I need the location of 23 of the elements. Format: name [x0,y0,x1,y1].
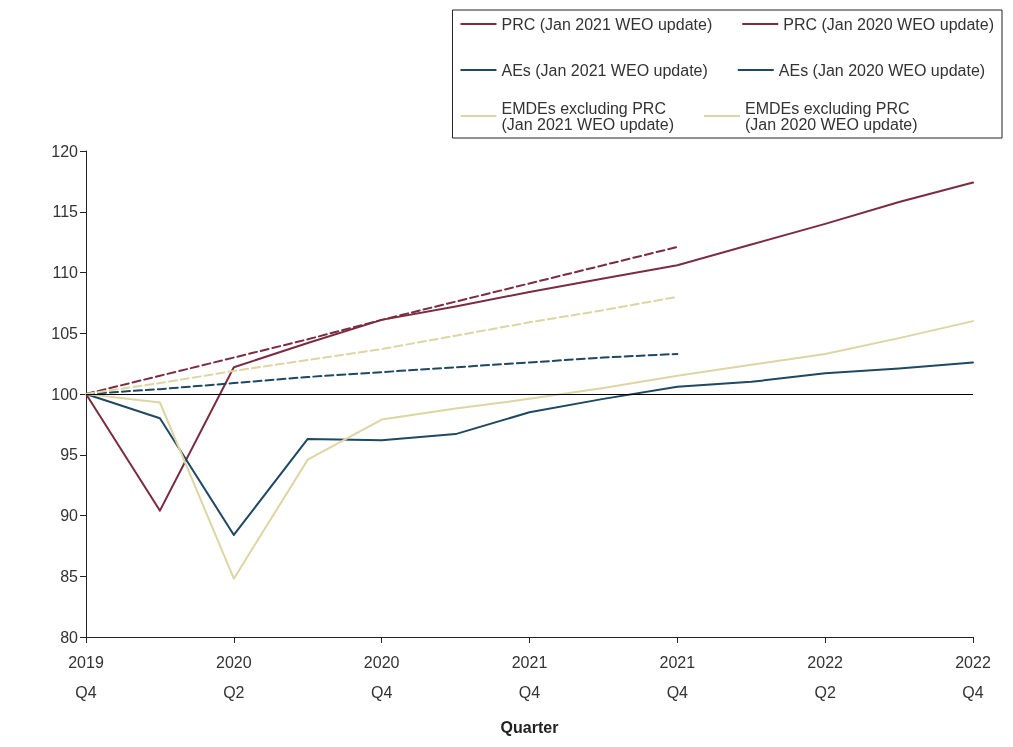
y-tick-label: 115 [52,203,79,221]
legend-label: PRC (Jan 2020 WEO update) [783,15,994,33]
y-tick-label: 85 [60,567,79,585]
y-tick-label: 100 [51,385,79,403]
legend-label: EMDEs excluding PRC (Jan 2021 WEO update) [501,99,675,133]
legend-label: EMDEs excluding PRC (Jan 2020 WEO update) [745,99,918,133]
x-axis-title: Quarter [500,718,559,736]
y-tick-label: 110 [52,264,79,281]
y-tick-label: 95 [60,446,79,464]
x-tick-label: 2022 Q2 [807,653,844,701]
legend-label: AEs (Jan 2020 WEO update) [778,61,986,79]
x-tick-label: 2020 Q4 [363,653,400,701]
x-tick-label: 2021 Q4 [659,653,696,701]
x-tick-label: 2021 Q4 [511,653,548,701]
y-tick-label: 90 [60,507,79,524]
legend-label: PRC (Jan 2021 WEO update) [501,15,713,33]
y-tick-label: 80 [60,628,79,646]
x-tick-label: 2022 Q4 [955,653,991,701]
y-tick-label: 105 [51,324,79,342]
x-tick-label: 2020 Q2 [216,653,252,701]
y-tick-label: 120 [51,142,79,160]
x-tick-label: 2019 Q4 [68,653,104,701]
legend-label: AEs (Jan 2021 WEO update) [501,61,708,79]
